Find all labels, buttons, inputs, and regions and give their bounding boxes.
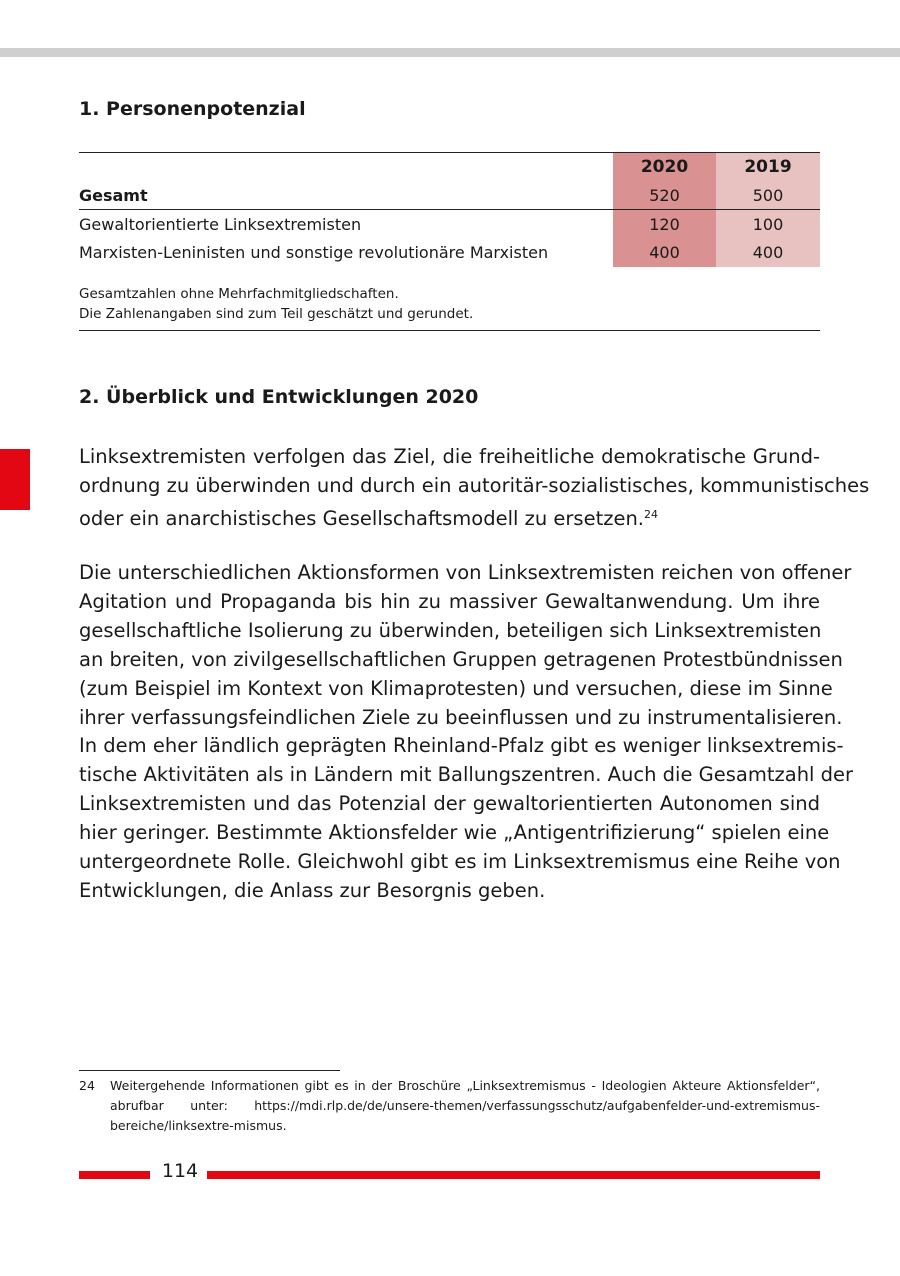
table-header-row: 2020 2019 bbox=[79, 152, 820, 181]
text-line: tische Aktivitäten als in Ländern mit Ba… bbox=[79, 763, 854, 787]
value-2020: 400 bbox=[613, 238, 716, 267]
footnote-number: 24 bbox=[79, 1078, 95, 1093]
personenpotenzial-table: 2020 2019 Gesamt 520 500 Gewaltorientier… bbox=[79, 152, 820, 267]
text-line: In dem eher ländlich geprägten Rheinland… bbox=[79, 734, 844, 758]
table-note: Gesamtzahlen ohne Mehrfachmitgliedschaft… bbox=[79, 286, 399, 302]
value-2019: 400 bbox=[716, 238, 820, 267]
table-notes: Gesamtzahlen ohne Mehrfachmitgliedschaft… bbox=[79, 284, 820, 331]
footnote-text: Weitergehende Informationen gibt es in d… bbox=[110, 1078, 820, 1133]
text-line: Agitation und Propaganda bis hin zu mass… bbox=[79, 589, 820, 613]
text-line: ihrer verfassungsfeindlichen Ziele zu be… bbox=[79, 705, 843, 729]
top-bar bbox=[0, 48, 900, 57]
page-bar-right bbox=[207, 1171, 820, 1179]
value-2020: 520 bbox=[613, 181, 716, 210]
page-number: 114 bbox=[161, 1160, 199, 1182]
text-line: Linksextremisten verfolgen das Ziel, die… bbox=[79, 445, 820, 468]
text-line: (zum Beispiel im Kontext von Klimaprotes… bbox=[79, 676, 833, 700]
table-row: Marxisten-Leninisten und sonstige revolu… bbox=[79, 238, 820, 267]
paragraph-1: Linksextremisten verfolgen das Ziel, die… bbox=[79, 443, 870, 534]
table-note: Die Zahlenangaben sind zum Teil geschätz… bbox=[79, 306, 474, 322]
text-line: Die unterschiedlichen Aktionsformen von … bbox=[79, 561, 852, 584]
text-line: gesellschaftliche Isolierung zu überwind… bbox=[79, 618, 822, 642]
footnote: 24 Weitergehende Informationen gibt es i… bbox=[79, 1076, 820, 1136]
table-row: Gesamt 520 500 bbox=[79, 181, 820, 210]
text-line: Entwicklungen, die Anlass zur Besorgnis … bbox=[79, 878, 546, 902]
footnote-divider bbox=[79, 1070, 340, 1071]
value-2019: 500 bbox=[716, 181, 820, 210]
paragraph-2: Die unterschiedlichen Aktionsformen von … bbox=[79, 559, 854, 906]
row-label: Gesamt bbox=[79, 181, 613, 210]
section-title-personenpotenzial: 1. Personenpotenzial bbox=[79, 98, 306, 120]
text-line: oder ein anarchistisches Gesellschaftsmo… bbox=[79, 506, 659, 530]
header-2019: 2019 bbox=[716, 152, 820, 181]
text-line: hier geringer. Bestimmte Aktionsfelder w… bbox=[79, 821, 830, 845]
value-2020: 120 bbox=[613, 209, 716, 238]
header-2020: 2020 bbox=[613, 152, 716, 181]
chapter-marker bbox=[0, 449, 30, 510]
text-line: Linksextremisten und das Potenzial der g… bbox=[79, 792, 820, 816]
table-row: Gewaltorientierte Linksextremisten 120 1… bbox=[79, 209, 820, 238]
text-line: ordnung zu überwinden und durch ein auto… bbox=[79, 473, 870, 497]
text-line: untergeordnete Rolle. Gleichwohl gibt es… bbox=[79, 850, 841, 874]
footnote-ref[interactable]: 24 bbox=[644, 507, 659, 521]
section-title-ueberblick: 2. Überblick und Entwicklungen 2020 bbox=[79, 386, 479, 408]
value-2019: 100 bbox=[716, 209, 820, 238]
row-label: Marxisten-Leninisten und sonstige revolu… bbox=[79, 242, 549, 262]
page-bar-left bbox=[79, 1171, 150, 1179]
row-label: Gewaltorientierte Linksextremisten bbox=[79, 214, 362, 234]
text-line: an breiten, von zivilgesellschaftlichen … bbox=[79, 647, 843, 671]
